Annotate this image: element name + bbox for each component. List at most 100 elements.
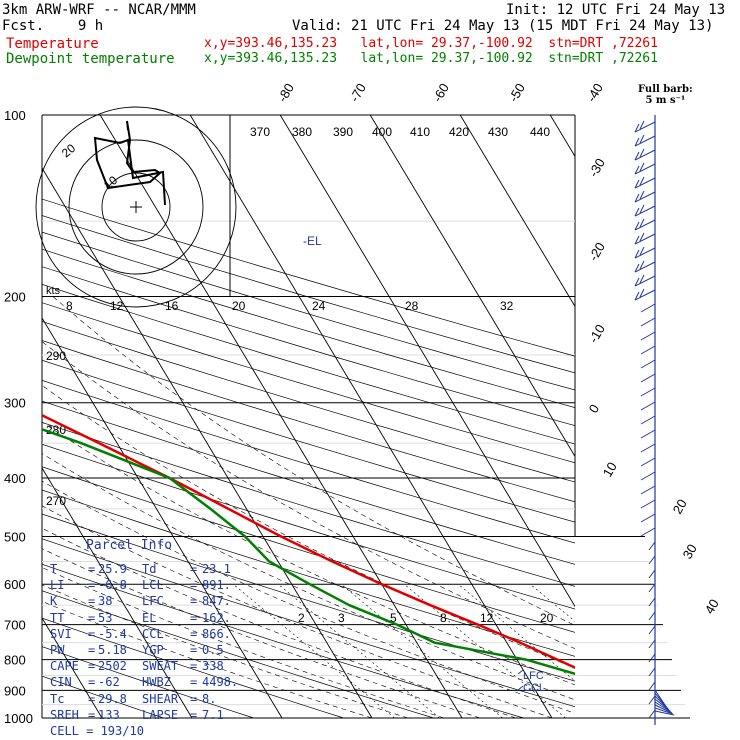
parcel-value: 53 [98, 610, 113, 625]
isotherm-label: 10 [600, 459, 620, 479]
wind-barb [640, 429, 656, 439]
wind-barb [640, 317, 656, 327]
parcel-eq: = [88, 659, 96, 674]
parcel-key: K [50, 594, 58, 609]
parcel-key: Td [142, 562, 157, 576]
parcel-key: T [50, 562, 58, 576]
isotherm-label: -80 [275, 81, 297, 105]
isotherm [459, 115, 575, 308]
dry-adiabat [42, 284, 575, 445]
theta-label: 430 [488, 125, 508, 139]
barb-legend-line2: 5 m s⁻¹ [645, 95, 686, 106]
wind-barb [634, 176, 656, 189]
parcel-key: TT [50, 610, 65, 625]
init-time: Init: 12 UTC Fri 24 May 13 [506, 2, 726, 18]
isotherm-label: 0 [586, 402, 603, 416]
dry-adiabat [42, 646, 254, 719]
parcel-value: -62 [98, 675, 120, 690]
wind-barb [640, 415, 656, 425]
parcel-key: SHEAR [142, 691, 179, 706]
dry-adiabat [42, 302, 575, 464]
parcel-value: 891. [202, 578, 231, 593]
moist-adiabat [42, 505, 553, 719]
parcel-eq: = [88, 707, 96, 722]
valid-time: Valid: 21 UTC Fri 24 May 13 (15 MDT Fri … [292, 18, 714, 34]
wind-barb [648, 667, 656, 677]
parcel-key: YGP [142, 643, 164, 657]
wind-barb [654, 701, 672, 713]
parcel-eq: = [190, 707, 198, 722]
wind-barb [640, 387, 656, 397]
wind-barb [648, 653, 656, 663]
dry-adiabat [42, 248, 575, 409]
theta-side-label: 290 [46, 349, 66, 363]
parcel-value: 162. [202, 610, 231, 625]
hodograph-tick: 16 [165, 299, 179, 313]
parcel-cell: CELL = 193/10 [50, 724, 144, 738]
mixing-ratio-label: 12 [480, 611, 494, 625]
wind-barb [648, 541, 656, 551]
wind-barb [648, 695, 656, 705]
dry-adiabat [42, 443, 575, 610]
barb-legend: Full barb: 5 m s⁻¹ [638, 84, 693, 106]
wind-barb [640, 485, 656, 495]
parcel-value: 23.1 [202, 562, 231, 576]
hodograph-tick: 28 [405, 299, 419, 313]
isotherm [549, 115, 575, 158]
pressure-label: 800 [4, 653, 26, 668]
parcel-eq: = [190, 562, 198, 576]
theta-label: 380 [292, 125, 312, 139]
moist-adiabat [42, 453, 575, 701]
hodograph-tick: 20 [232, 299, 246, 313]
parcel-key: HWBZ [142, 675, 171, 690]
dry-adiabat [42, 422, 575, 587]
parcel-eq: = [88, 610, 96, 625]
dry-adiabat [42, 266, 575, 427]
moist-adiabat [42, 527, 517, 719]
wind-barb [654, 698, 671, 712]
parcel-value: 5.18 [98, 643, 127, 657]
hodograph-ring [35, 106, 237, 308]
dry-adiabat [42, 489, 575, 657]
model-title: 3km ARW-WRF -- NCAR/MMM [2, 2, 196, 18]
parcel-value: 29.8 [98, 691, 127, 706]
mixing-ratio-line [530, 583, 575, 622]
parcel-value: 2502 [98, 659, 127, 674]
mixing-ratio-label: 5 [390, 611, 397, 625]
parcel-value: 847. [202, 594, 231, 609]
hodograph-tick: 24 [312, 299, 326, 313]
wind-barb [648, 639, 656, 649]
parcel-key: EL [142, 610, 157, 625]
theta-label: 400 [372, 125, 392, 139]
dry-adiabat [42, 513, 575, 682]
dry-adiabat [42, 215, 575, 374]
dry-adiabat [42, 617, 344, 719]
parcel-eq: = [190, 578, 198, 593]
parcel-value: 25.9 [98, 562, 127, 576]
parcel-eq: = [88, 675, 96, 690]
mixing-ratio-label: 20 [540, 611, 554, 625]
parcel-key: LCL [142, 578, 164, 593]
wind-barb [634, 246, 656, 259]
wind-barb [640, 457, 656, 467]
hodograph-ring-label: 20 [59, 141, 78, 161]
pressure-label: 400 [4, 471, 26, 486]
el-marker: -EL [303, 234, 322, 248]
parcel-key: CIN [50, 675, 72, 690]
parcel-key: SWEAT [142, 659, 179, 674]
isotherm-label: -70 [347, 81, 369, 105]
theta-label: 410 [410, 125, 430, 139]
moist-adiabat [42, 584, 409, 719]
isotherm [99, 115, 463, 719]
wind-barb [648, 681, 656, 691]
pressure-label: 900 [4, 683, 26, 698]
isotherm-label: -20 [586, 240, 608, 264]
parcel-value: 4498. [202, 675, 239, 690]
wind-barb [648, 611, 656, 621]
moist-adiabat [42, 480, 575, 714]
moist-adiabat [42, 548, 481, 719]
parcel-eq: = [190, 659, 198, 674]
wind-barb [640, 401, 656, 411]
isotherm [42, 467, 193, 719]
parcel-info-title: Parcel Info [86, 538, 173, 553]
